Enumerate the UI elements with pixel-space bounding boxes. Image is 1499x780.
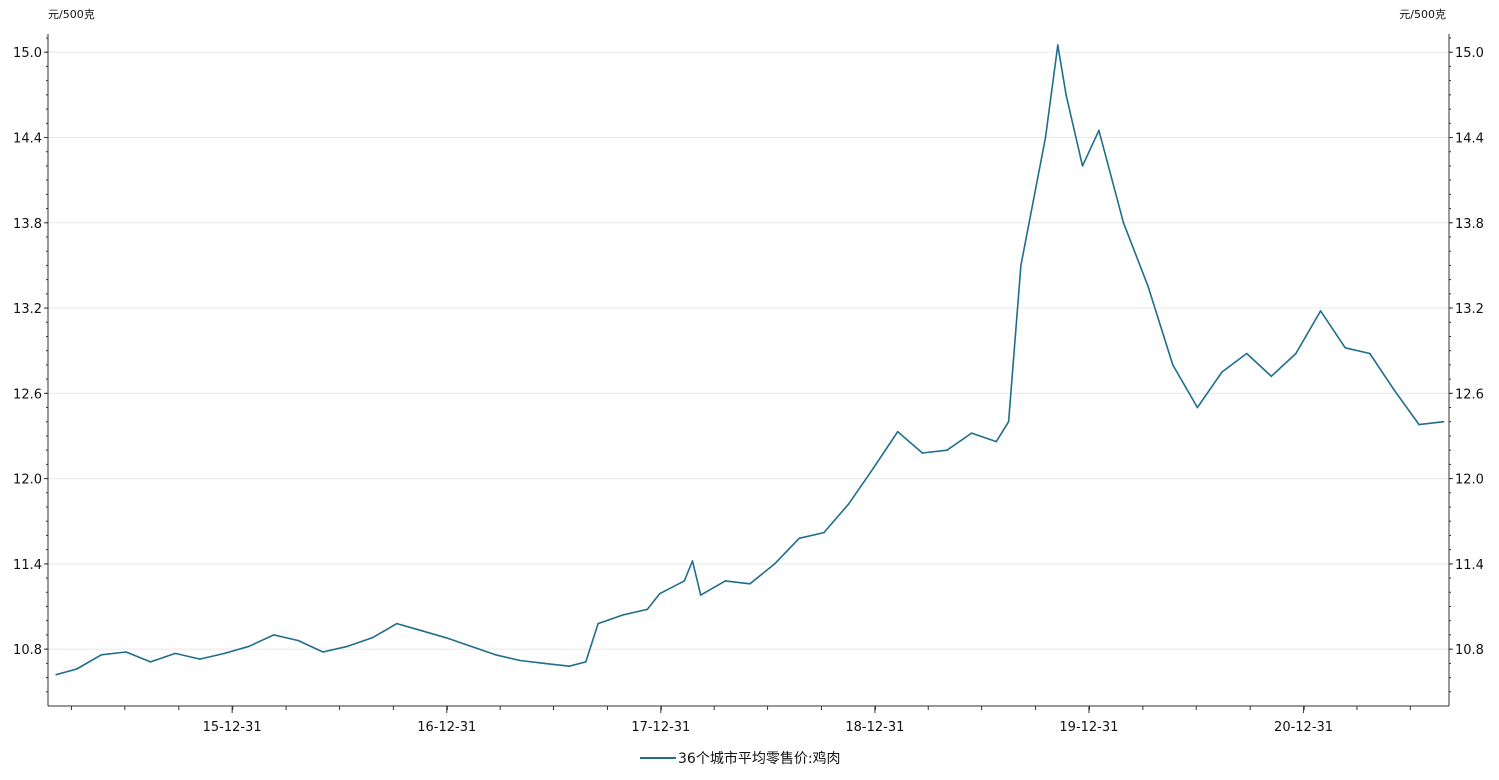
x-tick-label: 17-12-31 <box>631 720 690 735</box>
y-tick-label-right: 10.8 <box>1455 643 1484 658</box>
x-tick-label: 15-12-31 <box>203 720 262 735</box>
data-point <box>921 452 924 454</box>
data-point <box>1270 375 1273 378</box>
data-point <box>1147 285 1149 288</box>
data-point <box>1065 94 1067 96</box>
data-point <box>445 637 448 639</box>
data-point <box>1196 406 1199 409</box>
data-point <box>823 531 825 534</box>
data-point <box>125 651 127 653</box>
data-point <box>1344 347 1346 349</box>
y-tick-label-right: 13.8 <box>1455 217 1484 232</box>
data-point <box>174 652 177 655</box>
data-point <box>798 537 800 540</box>
data-point <box>1418 423 1420 426</box>
data-point <box>699 594 702 596</box>
y-tick-label-right: 15.0 <box>1455 46 1484 61</box>
y-tick-label-left: 11.4 <box>13 558 42 573</box>
y-tick-label-left: 13.8 <box>13 217 42 232</box>
data-point <box>585 661 587 663</box>
data-point <box>1122 222 1125 224</box>
data-point <box>420 629 423 632</box>
data-point <box>1044 136 1047 139</box>
series-line-0 <box>55 44 1444 676</box>
x-tick-label: 16-12-31 <box>417 720 476 735</box>
data-point <box>346 645 349 648</box>
y-tick-label-left: 14.4 <box>13 131 42 146</box>
data-point <box>691 560 694 562</box>
y-tick-label-left: 12.0 <box>13 473 42 488</box>
axes <box>47 34 1450 707</box>
data-point <box>1295 352 1297 355</box>
legend: 36个城市平均零售价:鸡肉 <box>640 750 841 767</box>
data-point <box>100 654 103 656</box>
data-point <box>297 639 300 642</box>
data-point <box>872 467 874 470</box>
data-point <box>1245 352 1248 355</box>
x-tick-label: 18-12-31 <box>845 720 904 735</box>
y-tick-label-left: 12.6 <box>13 387 42 402</box>
legend-label: 36个城市平均零售价:鸡肉 <box>678 750 841 767</box>
y-tick-label-right: 13.2 <box>1455 302 1484 317</box>
data-point <box>896 430 899 433</box>
data-point <box>1057 44 1059 46</box>
data-point <box>1081 165 1084 167</box>
right-unit-label: 元/500克 <box>1399 8 1446 21</box>
data-point <box>543 662 546 665</box>
data-point <box>1393 389 1396 392</box>
x-tick-label: 19-12-31 <box>1059 720 1118 735</box>
data-point <box>597 622 599 625</box>
gridlines <box>48 51 1449 650</box>
data-point <box>199 658 201 660</box>
data-point <box>1098 129 1100 132</box>
data-point <box>273 634 275 636</box>
left-unit-label: 元/500克 <box>48 8 95 21</box>
data-point <box>1369 352 1371 355</box>
data-point <box>55 673 57 676</box>
y-tick-label-right: 12.6 <box>1455 387 1484 402</box>
data-point <box>149 661 152 663</box>
ticks: 15.0 15.0 14.4 14.4 13.8 13.8 13.2 13.2 12.6 12.6… <box>13 37 1484 735</box>
data-point <box>658 592 661 595</box>
data-point <box>75 668 78 670</box>
data-point <box>683 580 686 582</box>
y-tick-label-left: 13.2 <box>13 302 42 317</box>
y-tick-label-right: 14.4 <box>1455 131 1484 146</box>
data-point <box>621 614 624 616</box>
data-point <box>248 645 250 648</box>
data-point <box>519 659 521 662</box>
y-tick-label-right: 12.0 <box>1455 473 1484 488</box>
data-point <box>1007 420 1010 423</box>
data-point <box>847 503 850 506</box>
y-tick-label-left: 10.8 <box>13 643 42 658</box>
data-point <box>995 440 998 443</box>
data-point <box>223 652 226 655</box>
data-point <box>773 563 776 565</box>
data-point <box>1172 364 1174 366</box>
data-point <box>749 583 751 585</box>
data-point <box>494 654 497 656</box>
data-point <box>1020 264 1022 267</box>
data-point <box>568 665 571 667</box>
y-tick-label-left: 15.0 <box>13 46 42 61</box>
data-point <box>970 432 973 434</box>
series-layer <box>55 44 1445 676</box>
data-point <box>646 608 649 611</box>
data-point <box>1221 371 1223 373</box>
y-tick-label-right: 11.4 <box>1455 558 1484 573</box>
data-point <box>1442 420 1445 423</box>
data-point <box>1319 310 1322 312</box>
data-point <box>470 645 472 648</box>
data-point <box>946 449 948 452</box>
x-tick-label: 20-12-31 <box>1274 720 1333 735</box>
data-point <box>396 622 398 625</box>
data-point <box>724 580 727 582</box>
data-point <box>322 651 324 653</box>
data-point <box>371 637 374 639</box>
